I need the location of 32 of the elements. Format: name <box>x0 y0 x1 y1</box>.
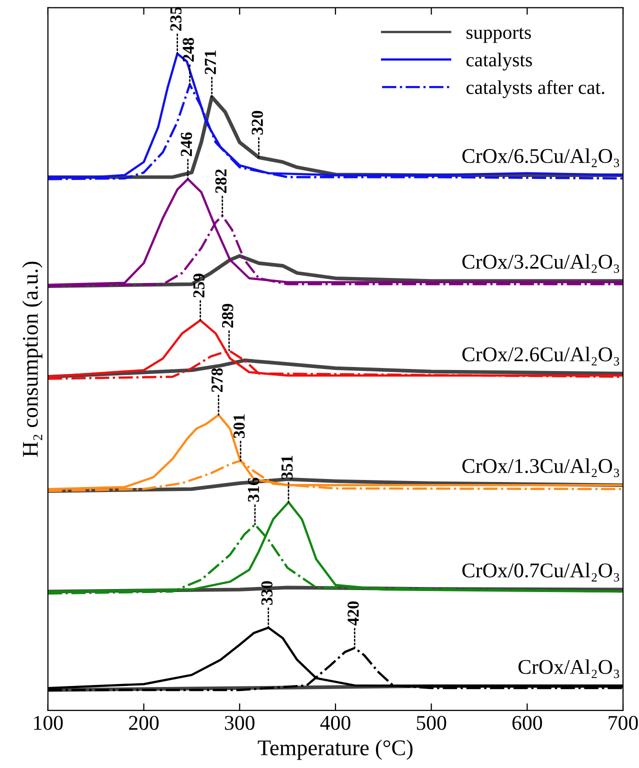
annotation: CrOx/0.7Cu/Al₂O₃ <box>462 562 620 582</box>
x-tick-label: 300 <box>224 716 254 730</box>
annotation: 271 <box>204 50 216 74</box>
annotation: CrOx/2.6Cu/Al₂O₃ <box>462 346 620 366</box>
annotation: CrOx/Al₂O₃ <box>518 659 620 678</box>
annotation: 278 <box>211 368 223 392</box>
annotation: 235 <box>170 7 182 31</box>
x-tick-label: 600 <box>512 716 542 730</box>
annotation: 259 <box>193 274 204 298</box>
x-tick-label: 400 <box>320 716 350 730</box>
annotation: 320 <box>252 110 263 135</box>
x-axis-title: Temperature (°C) <box>258 740 413 760</box>
annotation: 301 <box>234 414 245 438</box>
annotation: 289 <box>222 304 234 328</box>
annotation: 282 <box>215 169 227 193</box>
annotation: 248 <box>182 38 194 62</box>
x-tick-label: 500 <box>416 716 446 730</box>
annotation: 351 <box>281 456 293 480</box>
annotation: 330 <box>261 581 273 605</box>
annotation: CrOx/6.5Cu/Al₂O₃ <box>462 148 620 168</box>
annotation: CrOx/1.3Cu/Al₂O₃ <box>462 458 620 478</box>
y-axis-title: H₂ consumption (a.u.) <box>22 262 42 457</box>
x-tick-label: 200 <box>129 716 159 730</box>
legend-label: catalysts after cat. <box>466 80 604 98</box>
annotation: CrOx/3.2Cu/Al₂O₃ <box>462 254 620 273</box>
legend-label: supports <box>466 28 531 43</box>
annotation: 246 <box>180 132 192 156</box>
annotation: 316 <box>248 478 260 502</box>
x-tick-label: 700 <box>608 716 638 730</box>
x-tick-label: 100 <box>34 716 63 730</box>
legend-label: catalysts <box>466 52 532 70</box>
annotation: 420 <box>348 601 359 626</box>
